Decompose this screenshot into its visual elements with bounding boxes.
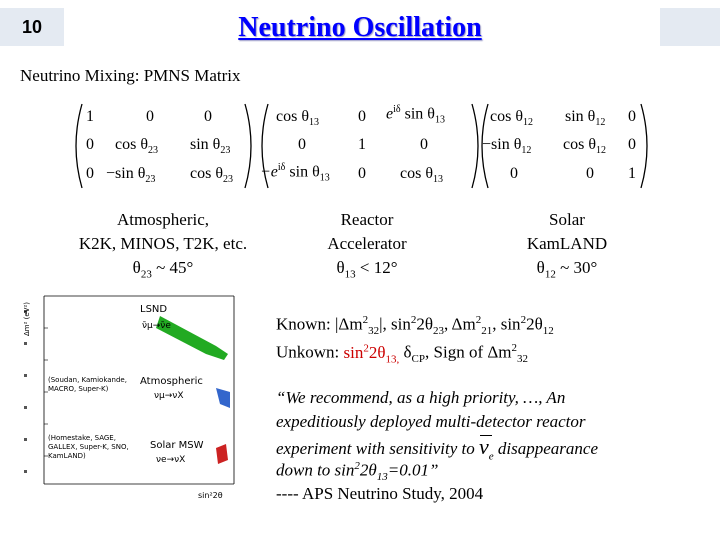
corner-decoration: [660, 8, 720, 46]
unknown-parameters: Unkown: sin22θ13, δCP, Sign of Δm232: [276, 342, 529, 366]
reactor-column: Reactor Accelerator θ13 < 12°: [300, 208, 434, 286]
solar-experiments: (Homestake, SAGE, GALLEX, Super-K, SNO, …: [48, 434, 129, 460]
m2-r2c3: 0: [420, 136, 428, 153]
atmospheric-region: [216, 388, 230, 408]
quote-line1: “We recommend, as a high priority, …, An: [276, 388, 566, 407]
m2-r2c2: 1: [358, 136, 366, 153]
atmospheric-experiments: (Soudan, Kamiokande, MACRO, Super-K): [48, 376, 127, 393]
m3-r3c2: 0: [586, 165, 594, 182]
plot-ticks: [44, 327, 48, 457]
quote-line4: down to sin22θ13=0.01”: [276, 460, 439, 484]
page-title: Neutrino Oscillation: [238, 12, 482, 43]
m3-r3c3: 1: [628, 165, 636, 182]
slide-number: 10: [0, 8, 64, 46]
solar-label: Solar MSW: [150, 440, 204, 451]
atmospheric-experiments-box: (Soudan, Kamiokande, MACRO, Super-K): [48, 376, 127, 393]
atmospheric-arrow-label: νμ→νX: [154, 391, 184, 401]
m1-r2c2: cos θ23: [115, 136, 158, 157]
m1-r3c2: −sin θ23: [106, 165, 156, 186]
lsnd-arrow-label: ν̄μ→ν̄e: [142, 321, 171, 331]
reactor-line1: Reactor: [340, 210, 394, 229]
m2-r3c3: cos θ13: [400, 165, 443, 186]
plot-tick-dots: [24, 310, 27, 473]
m1-r3c3: cos θ23: [190, 165, 233, 186]
atmospheric-angle: θ23 ~ 45°: [132, 258, 194, 281]
antineutrino-symbol: νe: [479, 434, 494, 463]
solar-line1: Solar: [549, 210, 585, 229]
m3-r3c1: 0: [510, 165, 518, 182]
atmospheric-label: Atmospheric: [140, 376, 203, 387]
m3-r1c3: 0: [628, 108, 636, 125]
m2-right-paren: [471, 103, 479, 189]
lsnd-region: [156, 316, 228, 360]
quote-attribution: ---- APS Neutrino Study, 2004: [276, 484, 484, 503]
m3-r1c1: cos θ12: [490, 108, 533, 129]
solar-region: [216, 444, 228, 464]
m2-r3c2: 0: [358, 165, 366, 182]
m3-left-paren: [481, 103, 489, 189]
matrix-brackets: [75, 103, 648, 189]
solar-arrow-label: νe→νX: [156, 455, 185, 465]
solar-column: Solar KamLAND θ12 ~ 30°: [500, 208, 634, 286]
plot-xlabel: sin²2θ: [198, 491, 223, 500]
subtitle: Neutrino Mixing: PMNS Matrix: [20, 66, 241, 85]
m1-r1c3: 0: [204, 108, 212, 125]
m1-r1c1: 1: [86, 108, 94, 125]
m2-left-paren: [261, 103, 269, 189]
m3-r1c2: sin θ12: [565, 108, 606, 129]
quote-line3: experiment with sensitivity to νe disapp…: [276, 434, 599, 463]
m3-r2c1: −sin θ12: [482, 136, 532, 157]
atmospheric-column: Atmospheric, K2K, MINOS, T2K, etc. θ23 ~…: [50, 208, 276, 286]
atmospheric-line1: Atmospheric,: [116, 210, 210, 229]
solar-line2: KamLAND: [526, 234, 608, 253]
m3-right-paren: [640, 103, 648, 189]
known-parameters: Known: |Δm232|, sin22θ23, Δm221, sin22θ1…: [276, 314, 554, 338]
m1-left-paren: [75, 103, 83, 189]
m1-r2c3: sin θ23: [190, 136, 231, 157]
m2-r2c1: 0: [298, 136, 306, 153]
oscillation-exclusion-plot: Δm² (eV²) sin²2θ LSND ν̄μ→ν̄e Atmospheri…: [20, 288, 240, 504]
reactor-angle: θ13 < 12°: [336, 258, 398, 281]
m1-r2c1: 0: [86, 136, 94, 153]
m3-r2c2: cos θ12: [563, 136, 606, 157]
m2-r1c2: 0: [358, 108, 366, 125]
m2-r1c1: cos θ13: [276, 108, 319, 129]
solar-experiments-box: (Homestake, SAGE, GALLEX, Super-K, SNO, …: [48, 434, 129, 460]
m1-r3c1: 0: [86, 165, 94, 182]
unknown-theta13: sin22θ13,: [343, 342, 400, 366]
reactor-line2: Accelerator: [327, 234, 407, 253]
m1-right-paren: [244, 103, 252, 189]
plot-ylabel: Δm² (eV²): [23, 302, 31, 336]
atmospheric-line2: K2K, MINOS, T2K, etc.: [78, 234, 248, 253]
lsnd-label: LSND: [140, 304, 167, 315]
m2-r1c3: eiδ sin θ13: [386, 104, 445, 126]
solar-angle: θ12 ~ 30°: [536, 258, 598, 281]
m2-r3c1: −eiδ sin θ13: [260, 162, 330, 184]
m3-r2c3: 0: [628, 136, 636, 153]
quote-line2: expeditiously deployed multi-detector re…: [276, 412, 586, 431]
m1-r1c2: 0: [146, 108, 154, 125]
